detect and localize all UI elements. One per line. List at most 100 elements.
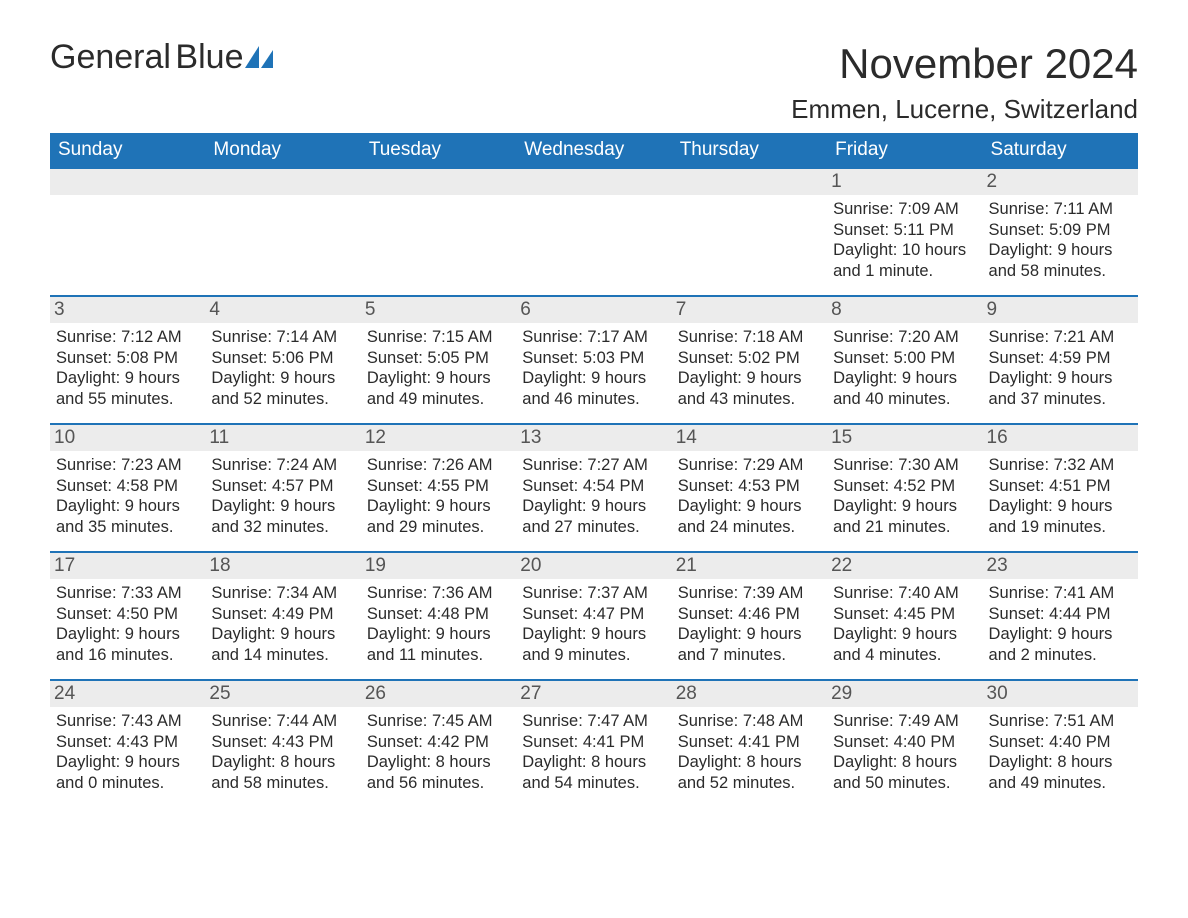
sunset-label: Sunset:	[367, 349, 423, 367]
sunrise-line: Sunrise: 7:49 AM	[833, 711, 976, 732]
daylight-line: Daylight: 9 hours and 37 minutes.	[989, 368, 1132, 409]
day-number	[50, 169, 205, 195]
day-details: Sunrise: 7:48 AMSunset: 4:41 PMDaylight:…	[678, 711, 821, 794]
sunset-label: Sunset:	[367, 605, 423, 623]
day-cell: 5Sunrise: 7:15 AMSunset: 5:05 PMDaylight…	[361, 297, 516, 423]
sunset-line: Sunset: 5:05 PM	[367, 348, 510, 369]
day-cell: 30Sunrise: 7:51 AMSunset: 4:40 PMDayligh…	[983, 681, 1138, 807]
sunrise-label: Sunrise:	[989, 712, 1050, 730]
day-cell: 10Sunrise: 7:23 AMSunset: 4:58 PMDayligh…	[50, 425, 205, 551]
sunset-line: Sunset: 5:09 PM	[989, 220, 1132, 241]
daylight-line: Daylight: 9 hours and 35 minutes.	[56, 496, 199, 537]
day-number: 4	[205, 297, 360, 323]
sunrise-value: 7:47 AM	[587, 712, 648, 730]
sunrise-label: Sunrise:	[522, 712, 583, 730]
daylight-label: Daylight:	[678, 625, 742, 643]
daylight-label: Daylight:	[678, 497, 742, 515]
week-row: 24Sunrise: 7:43 AMSunset: 4:43 PMDayligh…	[50, 679, 1138, 807]
day-number: 9	[983, 297, 1138, 323]
sunset-line: Sunset: 4:54 PM	[522, 476, 665, 497]
sunset-label: Sunset:	[989, 221, 1045, 239]
daylight-line: Daylight: 9 hours and 11 minutes.	[367, 624, 510, 665]
daylight-label: Daylight:	[833, 497, 897, 515]
daylight-label: Daylight:	[833, 241, 897, 259]
sunrise-value: 7:20 AM	[898, 328, 959, 346]
daylight-label: Daylight:	[989, 497, 1053, 515]
day-number: 17	[50, 553, 205, 579]
day-cell: 9Sunrise: 7:21 AMSunset: 4:59 PMDaylight…	[983, 297, 1138, 423]
daylight-label: Daylight:	[989, 369, 1053, 387]
sunrise-value: 7:49 AM	[898, 712, 959, 730]
sunset-line: Sunset: 4:41 PM	[678, 732, 821, 753]
day-details: Sunrise: 7:09 AMSunset: 5:11 PMDaylight:…	[833, 199, 976, 282]
sunrise-label: Sunrise:	[989, 456, 1050, 474]
day-cell: 11Sunrise: 7:24 AMSunset: 4:57 PMDayligh…	[205, 425, 360, 551]
daylight-line: Daylight: 9 hours and 9 minutes.	[522, 624, 665, 665]
sunset-label: Sunset:	[833, 605, 889, 623]
day-number: 5	[361, 297, 516, 323]
daylight-label: Daylight:	[678, 753, 742, 771]
sunrise-value: 7:15 AM	[432, 328, 493, 346]
daylight-line: Daylight: 8 hours and 54 minutes.	[522, 752, 665, 793]
sunrise-value: 7:37 AM	[587, 584, 648, 602]
weekday-header-cell: Thursday	[672, 133, 827, 167]
sunset-value: 5:09 PM	[1049, 221, 1110, 239]
sunrise-label: Sunrise:	[678, 584, 739, 602]
sunrise-label: Sunrise:	[211, 456, 272, 474]
day-cell: 14Sunrise: 7:29 AMSunset: 4:53 PMDayligh…	[672, 425, 827, 551]
sunset-label: Sunset:	[367, 477, 423, 495]
day-number: 30	[983, 681, 1138, 707]
day-cell: 21Sunrise: 7:39 AMSunset: 4:46 PMDayligh…	[672, 553, 827, 679]
sunrise-label: Sunrise:	[56, 328, 117, 346]
sunset-line: Sunset: 4:59 PM	[989, 348, 1132, 369]
weekday-header-cell: Tuesday	[361, 133, 516, 167]
daylight-line: Daylight: 9 hours and 7 minutes.	[678, 624, 821, 665]
daylight-label: Daylight:	[211, 753, 275, 771]
sunset-label: Sunset:	[211, 733, 267, 751]
sunset-value: 5:00 PM	[894, 349, 955, 367]
day-number: 25	[205, 681, 360, 707]
sunrise-line: Sunrise: 7:20 AM	[833, 327, 976, 348]
sunrise-line: Sunrise: 7:23 AM	[56, 455, 199, 476]
week-row: 10Sunrise: 7:23 AMSunset: 4:58 PMDayligh…	[50, 423, 1138, 551]
day-number: 11	[205, 425, 360, 451]
sunrise-value: 7:27 AM	[587, 456, 648, 474]
day-number: 27	[516, 681, 671, 707]
sunrise-label: Sunrise:	[56, 584, 117, 602]
sunrise-value: 7:18 AM	[743, 328, 804, 346]
daylight-line: Daylight: 8 hours and 52 minutes.	[678, 752, 821, 793]
sunset-label: Sunset:	[522, 605, 578, 623]
sunrise-line: Sunrise: 7:33 AM	[56, 583, 199, 604]
sunset-line: Sunset: 4:48 PM	[367, 604, 510, 625]
daylight-line: Daylight: 9 hours and 52 minutes.	[211, 368, 354, 409]
sunrise-line: Sunrise: 7:09 AM	[833, 199, 976, 220]
sunset-line: Sunset: 5:06 PM	[211, 348, 354, 369]
sunrise-line: Sunrise: 7:39 AM	[678, 583, 821, 604]
sunset-line: Sunset: 4:50 PM	[56, 604, 199, 625]
sunrise-label: Sunrise:	[211, 712, 272, 730]
day-cell: 8Sunrise: 7:20 AMSunset: 5:00 PMDaylight…	[827, 297, 982, 423]
sunrise-label: Sunrise:	[678, 456, 739, 474]
daylight-line: Daylight: 9 hours and 16 minutes.	[56, 624, 199, 665]
day-cell: 3Sunrise: 7:12 AMSunset: 5:08 PMDaylight…	[50, 297, 205, 423]
month-title: November 2024	[791, 40, 1138, 88]
sunset-line: Sunset: 4:58 PM	[56, 476, 199, 497]
daylight-label: Daylight:	[522, 369, 586, 387]
daylight-line: Daylight: 9 hours and 4 minutes.	[833, 624, 976, 665]
day-details: Sunrise: 7:49 AMSunset: 4:40 PMDaylight:…	[833, 711, 976, 794]
day-details: Sunrise: 7:26 AMSunset: 4:55 PMDaylight:…	[367, 455, 510, 538]
day-details: Sunrise: 7:20 AMSunset: 5:00 PMDaylight:…	[833, 327, 976, 410]
sunset-line: Sunset: 4:55 PM	[367, 476, 510, 497]
daylight-label: Daylight:	[56, 625, 120, 643]
sunset-value: 4:41 PM	[738, 733, 799, 751]
day-cell: 12Sunrise: 7:26 AMSunset: 4:55 PMDayligh…	[361, 425, 516, 551]
sunset-label: Sunset:	[522, 733, 578, 751]
day-details: Sunrise: 7:39 AMSunset: 4:46 PMDaylight:…	[678, 583, 821, 666]
sail-icon	[245, 46, 273, 68]
daylight-label: Daylight:	[367, 753, 431, 771]
sunrise-value: 7:09 AM	[898, 200, 959, 218]
daylight-line: Daylight: 9 hours and 32 minutes.	[211, 496, 354, 537]
daylight-label: Daylight:	[367, 625, 431, 643]
sunset-label: Sunset:	[678, 733, 734, 751]
daylight-label: Daylight:	[522, 497, 586, 515]
